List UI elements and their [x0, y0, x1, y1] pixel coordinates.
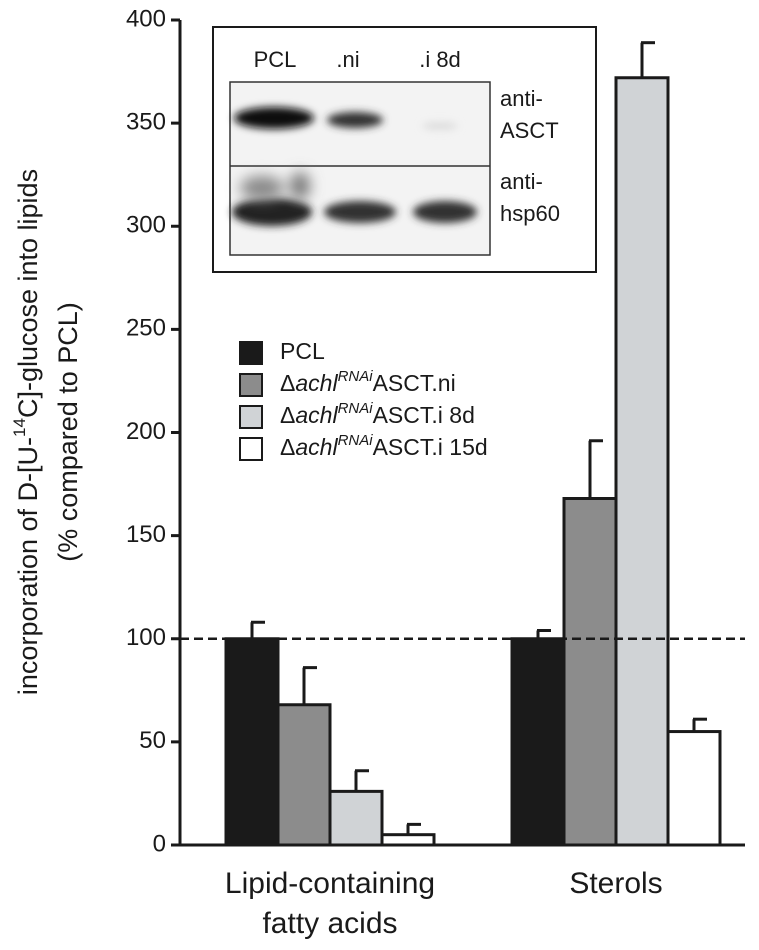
lane-label: .i 8d	[419, 47, 461, 72]
legend-label: ΔachlRNAiASCT.ni	[280, 368, 456, 396]
legend-label: ΔachlRNAiASCT.i 8d	[280, 400, 475, 428]
legend-label-part: achl	[295, 434, 338, 460]
legend-label-part: RNAi	[338, 400, 374, 417]
blot-smear	[240, 172, 310, 200]
legend-label-part: Δ	[280, 370, 295, 396]
bar	[224, 637, 280, 847]
x-tick-label: fatty acids	[262, 907, 397, 940]
y-axis-label-part: 14	[10, 418, 29, 437]
y-axis-label: (% compared to PCL)	[53, 302, 83, 562]
legend-label-part: RNAi	[338, 432, 374, 449]
lane-label: PCL	[254, 47, 297, 72]
blot-bands	[232, 107, 477, 226]
y-tick-label: 250	[126, 315, 166, 342]
y-tick-label: 50	[139, 727, 166, 754]
y-axis-label: incorporation of D-[U-14C]-glucose into …	[10, 169, 43, 695]
bar	[510, 637, 566, 847]
legend-swatch	[239, 437, 263, 461]
legend-label-part: ASCT.i 8d	[373, 402, 475, 428]
legend-label-part: RNAi	[338, 368, 374, 385]
y-tick-label: 150	[126, 521, 166, 548]
y-tick-label: 350	[126, 108, 166, 135]
legend-label-part: PCL	[280, 338, 325, 364]
y-axis-label-part: C]-glucose into lipids	[13, 169, 43, 418]
bar	[328, 789, 384, 847]
inset	[212, 26, 597, 273]
legend-label-part: ASCT.i 15d	[373, 434, 488, 460]
y-tick-label: 400	[126, 5, 166, 32]
y-tick-label: 0	[153, 830, 166, 857]
x-tick-label: Lipid-containing	[225, 867, 435, 900]
legend-label-part: Δ	[280, 434, 295, 460]
legend-label: ΔachlRNAiASCT.i 15d	[280, 432, 488, 460]
legend-label: PCL	[280, 338, 325, 364]
bar	[614, 76, 670, 847]
row-label: hsp60	[500, 201, 560, 226]
row-label: anti-	[500, 86, 543, 111]
legend-label-part: Δ	[280, 402, 295, 428]
legend-swatch	[239, 373, 263, 397]
legend-swatch	[239, 341, 263, 365]
bar	[666, 730, 722, 847]
legend-swatch	[239, 405, 263, 429]
y-tick-label: 200	[126, 418, 166, 445]
lane-label: .ni	[336, 47, 359, 72]
y-axis-label-part: incorporation of D-[U-	[13, 437, 43, 695]
legend-label-part: achl	[295, 370, 338, 396]
legend-label-part: ASCT.ni	[373, 370, 456, 396]
x-tick-label: Sterols	[569, 867, 662, 900]
row-label: anti-	[500, 169, 543, 194]
y-tick-label: 300	[126, 212, 166, 239]
row-label: ASCT	[500, 118, 559, 143]
legend-label-part: achl	[295, 402, 338, 428]
y-tick-label: 100	[126, 624, 166, 651]
bar	[380, 833, 436, 847]
bar	[562, 497, 618, 847]
bar	[276, 703, 332, 847]
